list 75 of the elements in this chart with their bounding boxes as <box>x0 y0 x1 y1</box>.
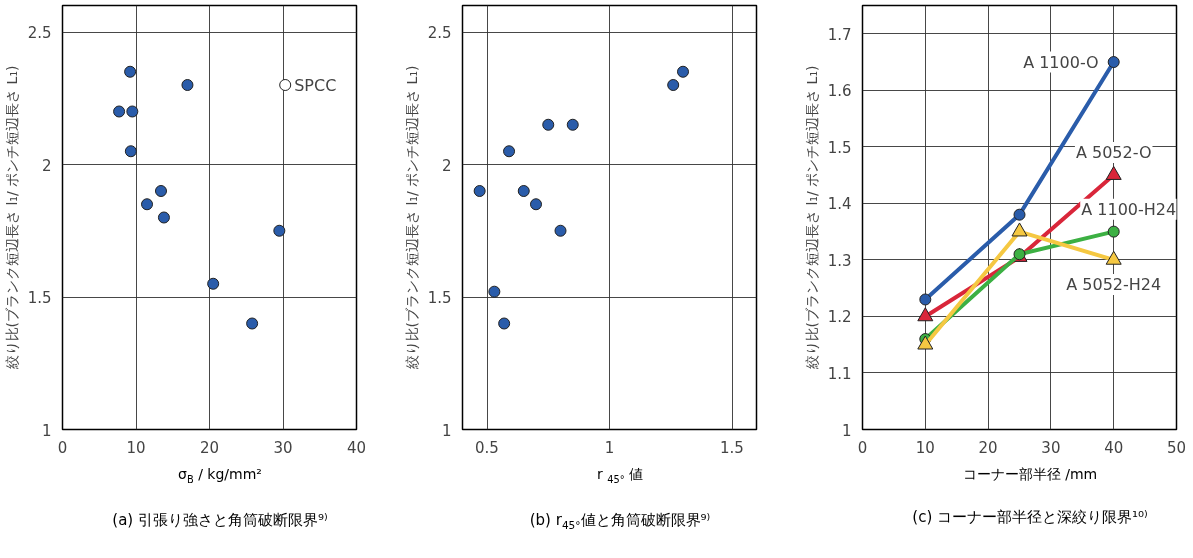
x-tick-label: 20 <box>978 438 998 457</box>
y-axis-title: 絞り比(ブランク短辺長さ l₁/ ポンチ短辺長さ L₁) <box>803 65 820 371</box>
y-tick-label: 2 <box>41 156 52 175</box>
point <box>273 224 286 237</box>
x-axis-title: σ$_{B}$ / kg/mm² <box>178 465 262 487</box>
x-axis-title: r $_{45°}$ 値 <box>596 465 644 487</box>
text: (a) 引張り強さと角筒破断限界⁹⁾ <box>112 509 328 531</box>
y-tick-label: 1.5 <box>427 289 452 307</box>
point <box>124 65 137 78</box>
point <box>1105 250 1122 265</box>
x-tick-label: 10 <box>126 438 146 457</box>
point <box>1107 56 1120 69</box>
x-tick-label: 0 <box>57 438 68 457</box>
y-tick-label: 1.7 <box>827 25 852 44</box>
point <box>141 198 154 211</box>
point <box>488 285 501 298</box>
point <box>473 185 486 197</box>
point <box>919 293 932 306</box>
x-axis-title: コーナー部半径 /mm <box>962 465 1098 484</box>
text: (c) コーナー部半径と深絞り限界¹⁰⁾ <box>912 507 1148 528</box>
x-tick-label: 50 <box>1166 438 1187 457</box>
point <box>677 65 689 78</box>
point <box>517 185 530 197</box>
point <box>917 335 934 350</box>
x-tick-label: 1 <box>604 438 615 457</box>
point <box>554 224 567 237</box>
point <box>113 105 126 118</box>
point <box>530 198 542 211</box>
x-tick-label: 0.5 <box>475 438 499 457</box>
point <box>1013 208 1026 221</box>
y-tick-label: 1.5 <box>27 289 52 307</box>
x-tick-label: 10 <box>915 438 935 457</box>
y-tick-label: 2.5 <box>27 24 52 42</box>
point <box>154 185 167 197</box>
point <box>667 79 680 91</box>
y-tick-label: 1 <box>441 421 452 440</box>
point <box>1011 222 1028 237</box>
point <box>124 145 137 158</box>
x-tick-label: 1.5 <box>720 438 744 457</box>
point <box>542 118 555 131</box>
y-tick-label: 1.2 <box>827 308 852 327</box>
point <box>1107 225 1120 238</box>
point <box>181 79 194 91</box>
point <box>279 79 292 91</box>
series-label: A 1100-O <box>1023 52 1099 72</box>
point <box>126 105 139 118</box>
y-tick-label: 1 <box>41 421 52 440</box>
point <box>498 317 511 330</box>
y-tick-label: 2 <box>441 156 452 175</box>
text: (b) r$_{45°}$値と角筒破断限界⁹⁾ <box>529 509 711 533</box>
y-axis-title: 絞り比(ブランク短辺長さ l₁/ ポンチ短辺長さ L₁) <box>403 65 420 371</box>
series-label: A 1100-H24 <box>1081 199 1177 219</box>
y-tick-label: 1 <box>841 421 852 440</box>
series-label: SPCC <box>294 75 337 95</box>
x-tick-label: 40 <box>1104 438 1124 457</box>
y-tick-label: 1.1 <box>827 364 852 383</box>
point <box>503 145 516 158</box>
y-tick-label: 1.4 <box>827 195 852 214</box>
point <box>207 277 220 290</box>
x-tick-label: 30 <box>1041 438 1061 457</box>
y-tick-label: 2.5 <box>427 24 452 42</box>
y-tick-label: 1.3 <box>827 251 852 270</box>
point <box>566 118 579 131</box>
point <box>917 307 934 322</box>
y-axis-title: 絞り比(ブランク短辺長さ l₁/ ポンチ短辺長さ L₁) <box>3 65 20 371</box>
point <box>157 211 170 224</box>
y-tick-label: 1.5 <box>827 138 852 157</box>
series-label: A 5052-O <box>1075 143 1152 163</box>
y-tick-label: 1.6 <box>827 82 852 101</box>
point <box>246 317 259 330</box>
x-tick-label: 0 <box>857 438 868 457</box>
series-label: A 5052-H24 <box>1066 274 1162 294</box>
x-tick-label: 40 <box>346 438 367 457</box>
x-tick-label: 20 <box>199 438 220 457</box>
x-tick-label: 30 <box>273 438 293 457</box>
